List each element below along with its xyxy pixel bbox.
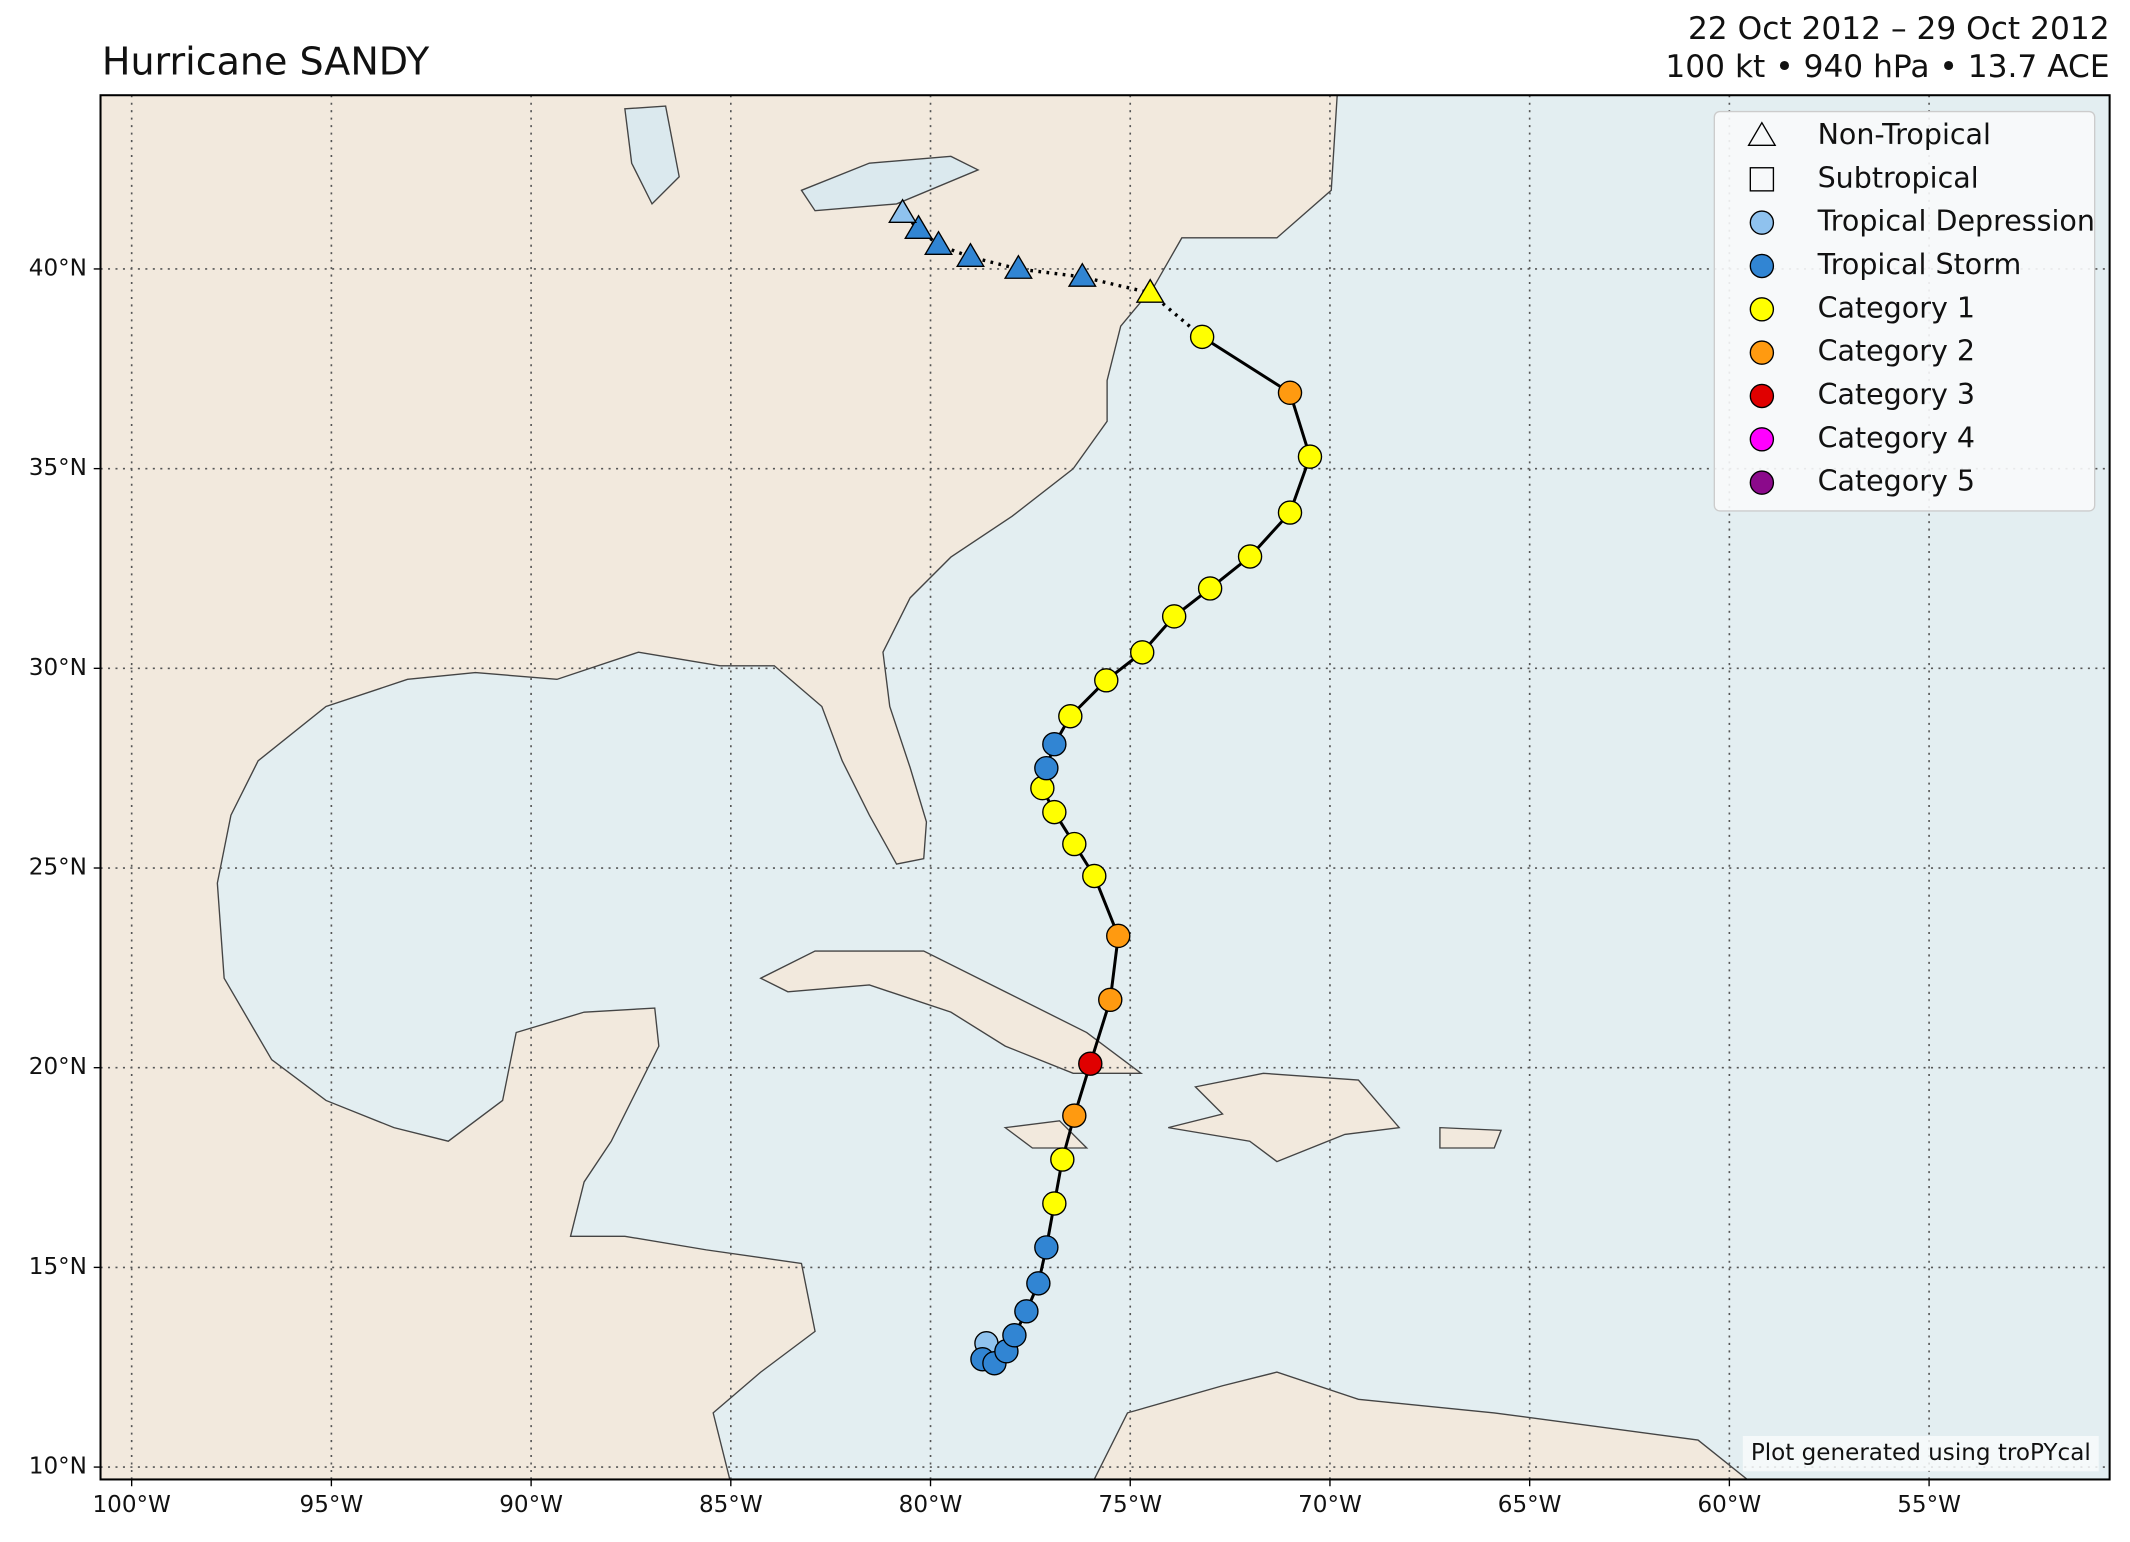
x-tick-label: 70°W xyxy=(1298,1492,1362,1518)
legend-marker xyxy=(1749,297,1775,322)
track-point xyxy=(1058,704,1083,729)
track-point xyxy=(1277,380,1303,405)
legend-label: Non-Tropical xyxy=(1818,118,1991,151)
y-tick-label: 25°N xyxy=(29,855,87,881)
legend-marker xyxy=(1749,253,1775,279)
legend: Non-Tropical Subtropical Tropical Depressi… xyxy=(1747,118,2095,498)
x-tick-label: 80°W xyxy=(899,1492,963,1518)
credit-box xyxy=(1742,1435,2099,1472)
legend-label: Category 2 xyxy=(1818,335,1975,368)
great-lakes xyxy=(624,105,980,212)
x-tick-label: 85°W xyxy=(699,1492,763,1518)
track-point xyxy=(1026,1271,1051,1296)
track-point xyxy=(1042,799,1067,825)
storm-summary: 100 kt • 940 hPa • 13.7 ACE xyxy=(1665,49,2109,85)
y-tick-label: 35°N xyxy=(29,455,87,481)
track-point xyxy=(1237,544,1263,569)
credit: Plot generated using troPYcal xyxy=(1751,1440,2091,1466)
cuba xyxy=(759,950,1144,1074)
track-point xyxy=(1042,731,1067,757)
legend-marker xyxy=(1749,167,1775,192)
y-tick-label: 10°N xyxy=(29,1454,87,1480)
track-point xyxy=(1050,1147,1075,1172)
track-point xyxy=(1014,1299,1039,1324)
y-tick-label: 40°N xyxy=(29,255,87,281)
y-tick-label: 20°N xyxy=(29,1054,87,1080)
x-tick-label: 75°W xyxy=(1098,1492,1162,1518)
track-point xyxy=(1189,324,1215,350)
track-point xyxy=(1042,1191,1067,1216)
track-point xyxy=(1067,262,1097,287)
x-tick-label: 95°W xyxy=(300,1492,364,1518)
puerto-rico xyxy=(1439,1126,1503,1149)
land-layer xyxy=(100,95,1749,1480)
legend-marker xyxy=(1749,470,1775,495)
track-point xyxy=(1161,604,1187,629)
track-point xyxy=(1030,775,1055,801)
legend-box xyxy=(1713,110,2096,512)
track-point xyxy=(904,214,934,239)
y-tick-label: 15°N xyxy=(29,1254,87,1280)
south-america xyxy=(1093,1371,1749,1480)
track-point xyxy=(1078,1051,1103,1076)
track-point xyxy=(956,242,985,267)
track-layer xyxy=(888,198,1323,1376)
x-tick-label: 60°W xyxy=(1698,1492,1762,1518)
legend-label: Subtropical xyxy=(1818,161,1979,194)
track-point xyxy=(1082,863,1107,889)
track-point xyxy=(1034,755,1059,781)
track-point xyxy=(888,198,918,224)
map-frame xyxy=(99,94,2111,1481)
track-point xyxy=(1003,254,1033,279)
legend-marker xyxy=(1749,340,1775,365)
track-point xyxy=(1062,1103,1087,1128)
track-point xyxy=(924,230,953,255)
legend-label: Tropical Depression xyxy=(1817,205,2095,238)
legend-marker xyxy=(1749,383,1775,409)
track-point xyxy=(1106,923,1131,949)
track-point xyxy=(1135,278,1165,303)
legend-marker xyxy=(1749,210,1775,235)
legend-label: Category 5 xyxy=(1818,465,1975,498)
track-point xyxy=(1197,576,1223,601)
legend-label: Category 4 xyxy=(1818,421,1975,454)
x-tick-label: 65°W xyxy=(1498,1492,1562,1518)
x-tick-label: 90°W xyxy=(499,1492,563,1518)
track-point xyxy=(1062,831,1087,857)
legend-label: Category 3 xyxy=(1818,378,1975,411)
x-tick-label: 100°W xyxy=(92,1492,171,1518)
north-america xyxy=(100,95,1338,1480)
track-point xyxy=(1277,500,1303,525)
track-point xyxy=(1297,444,1323,469)
track-point xyxy=(1094,668,1119,693)
date-range: 22 Oct 2012 – 29 Oct 2012 xyxy=(1688,11,2110,47)
track-point xyxy=(1129,640,1155,665)
chart-title: Hurricane SANDY xyxy=(102,39,430,83)
legend-marker xyxy=(1747,121,1777,146)
track-point xyxy=(1002,1323,1027,1348)
legend-label: Category 1 xyxy=(1818,291,1975,324)
track-point xyxy=(1034,1235,1059,1260)
x-tick-label: 55°W xyxy=(1897,1492,1961,1518)
legend-marker xyxy=(1749,427,1775,452)
track-point xyxy=(1098,987,1123,1013)
y-tick-label: 30°N xyxy=(29,655,87,681)
hispaniola xyxy=(1168,1072,1401,1163)
legend-label: Tropical Storm xyxy=(1817,248,2022,281)
